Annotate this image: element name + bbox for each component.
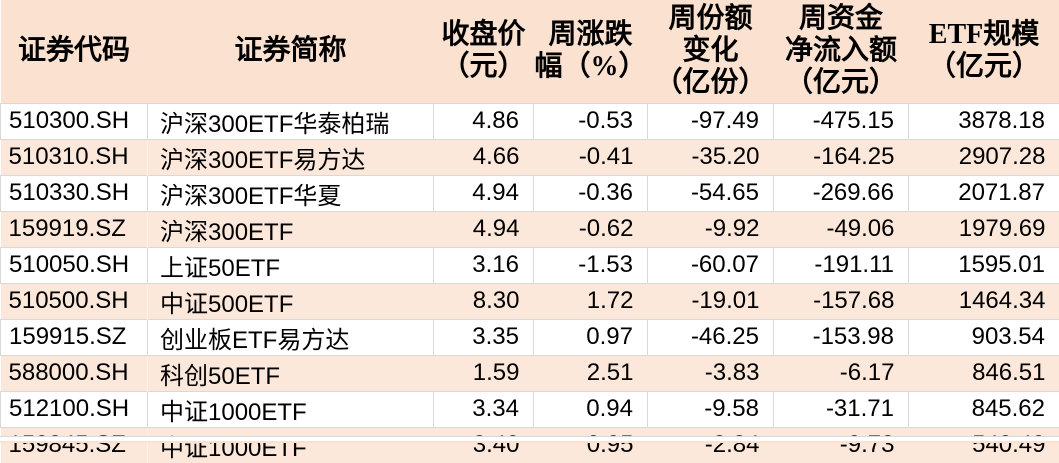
cell-close-price: 3.35	[434, 319, 534, 355]
cell-etf-scale: 846.51	[909, 355, 1059, 391]
cell-security-name: 创业板ETF易方达	[148, 319, 434, 355]
cell-net-inflow: -49.06	[774, 211, 909, 247]
cell-weekly-change-pct: 0.97	[534, 319, 648, 355]
cell-share-change: -3.83	[648, 355, 774, 391]
cell-security-code: 159845.SZ	[1, 427, 148, 463]
cell-close-price: 8.30	[434, 283, 534, 319]
cell-security-code: 510050.SH	[1, 247, 148, 283]
table-row: 512100.SH 中证1000ETF 3.34 0.94 -9.58 -31.…	[1, 391, 1059, 427]
cell-etf-scale: 1595.01	[909, 247, 1059, 283]
cell-share-change: -35.20	[648, 139, 774, 175]
cell-net-inflow: -164.25	[774, 139, 909, 175]
cell-share-change: -9.58	[648, 391, 774, 427]
cell-share-change: -60.07	[648, 247, 774, 283]
cell-net-inflow: -157.68	[774, 283, 909, 319]
cell-security-code: 159919.SZ	[1, 211, 148, 247]
cell-close-price: 1.59	[434, 355, 534, 391]
cell-security-name: 中证1000ETF	[148, 391, 434, 427]
col-header-etf-scale: ETF规模 （亿元）	[909, 0, 1059, 103]
cell-security-code: 588000.SH	[1, 355, 148, 391]
table-row: 159919.SZ 沪深300ETF 4.94 -0.62 -9.92 -49.…	[1, 211, 1059, 247]
col-header-security-name: 证券简称	[148, 0, 434, 103]
cell-security-code: 510500.SH	[1, 283, 148, 319]
cell-etf-scale: 845.62	[909, 391, 1059, 427]
cell-security-name: 沪深300ETF华泰柏瑞	[148, 103, 434, 139]
cell-security-name: 沪深300ETF易方达	[148, 139, 434, 175]
cell-share-change: -54.65	[648, 175, 774, 211]
col-header-security-code: 证券代码	[1, 0, 148, 103]
cell-weekly-change-pct: 1.72	[534, 283, 648, 319]
header-row: 证券代码 证券简称 收盘价 （元） 周涨跌 幅（%） 周份额 变化 （亿份） 周…	[1, 0, 1059, 103]
table-row: 510330.SH 沪深300ETF华夏 4.94 -0.36 -54.65 -…	[1, 175, 1059, 211]
cell-close-price: 3.34	[434, 391, 534, 427]
cell-weekly-change-pct: -0.62	[534, 211, 648, 247]
cell-net-inflow: -475.15	[774, 103, 909, 139]
cell-share-change: -2.84	[648, 427, 774, 463]
cell-close-price: 4.66	[434, 139, 534, 175]
cell-security-code: 512100.SH	[1, 391, 148, 427]
cell-etf-scale: 903.54	[909, 319, 1059, 355]
cell-share-change: -19.01	[648, 283, 774, 319]
cell-share-change: -46.25	[648, 319, 774, 355]
cell-security-name: 科创50ETF	[148, 355, 434, 391]
cell-security-code: 510310.SH	[1, 139, 148, 175]
table-row: 510310.SH 沪深300ETF易方达 4.66 -0.41 -35.20 …	[1, 139, 1059, 175]
cell-net-inflow: -191.11	[774, 247, 909, 283]
cell-share-change: -9.92	[648, 211, 774, 247]
cell-security-code: 510300.SH	[1, 103, 148, 139]
cell-weekly-change-pct: 0.94	[534, 391, 648, 427]
cell-net-inflow: -269.66	[774, 175, 909, 211]
cell-security-code: 510330.SH	[1, 175, 148, 211]
cell-weekly-change-pct: -0.41	[534, 139, 648, 175]
col-header-close-price: 收盘价 （元）	[434, 0, 534, 103]
cell-weekly-change-pct: 0.95	[534, 427, 648, 463]
cell-close-price: 4.94	[434, 175, 534, 211]
cell-weekly-change-pct: -1.53	[534, 247, 648, 283]
table-row: 588000.SH 科创50ETF 1.59 2.51 -3.83 -6.17 …	[1, 355, 1059, 391]
table-row: 159845.SZ 中证1000ETF 3.40 0.95 -2.84 -9.7…	[1, 427, 1059, 463]
cell-etf-scale: 1464.34	[909, 283, 1059, 319]
table-row: 159915.SZ 创业板ETF易方达 3.35 0.97 -46.25 -15…	[1, 319, 1059, 355]
cell-etf-scale: 2907.28	[909, 139, 1059, 175]
cell-weekly-change-pct: -0.36	[534, 175, 648, 211]
cell-net-inflow: -31.71	[774, 391, 909, 427]
cell-security-name: 上证50ETF	[148, 247, 434, 283]
col-header-net-inflow: 周资金 净流入额 （亿元）	[774, 0, 909, 103]
cell-share-change: -97.49	[648, 103, 774, 139]
cell-security-code: 159915.SZ	[1, 319, 148, 355]
cell-security-name: 沪深300ETF华夏	[148, 175, 434, 211]
cell-security-name: 中证1000ETF	[148, 427, 434, 463]
cell-etf-scale: 1979.69	[909, 211, 1059, 247]
cell-weekly-change-pct: 2.51	[534, 355, 648, 391]
cell-close-price: 4.94	[434, 211, 534, 247]
cell-etf-scale: 2071.87	[909, 175, 1059, 211]
table-row: 510500.SH 中证500ETF 8.30 1.72 -19.01 -157…	[1, 283, 1059, 319]
cell-close-price: 3.16	[434, 247, 534, 283]
table-row: 510300.SH 沪深300ETF华泰柏瑞 4.86 -0.53 -97.49…	[1, 103, 1059, 139]
cell-close-price: 4.86	[434, 103, 534, 139]
cell-weekly-change-pct: -0.53	[534, 103, 648, 139]
cell-security-name: 沪深300ETF	[148, 211, 434, 247]
cell-security-name: 中证500ETF	[148, 283, 434, 319]
cell-etf-scale: 540.49	[909, 427, 1059, 463]
col-header-weekly-change-pct: 周涨跌 幅（%）	[534, 0, 648, 103]
cell-net-inflow: -9.73	[774, 427, 909, 463]
cell-net-inflow: -153.98	[774, 319, 909, 355]
table-row: 510050.SH 上证50ETF 3.16 -1.53 -60.07 -191…	[1, 247, 1059, 283]
col-header-share-change: 周份额 变化 （亿份）	[648, 0, 774, 103]
cell-net-inflow: -6.17	[774, 355, 909, 391]
cell-close-price: 3.40	[434, 427, 534, 463]
cell-etf-scale: 3878.18	[909, 103, 1059, 139]
